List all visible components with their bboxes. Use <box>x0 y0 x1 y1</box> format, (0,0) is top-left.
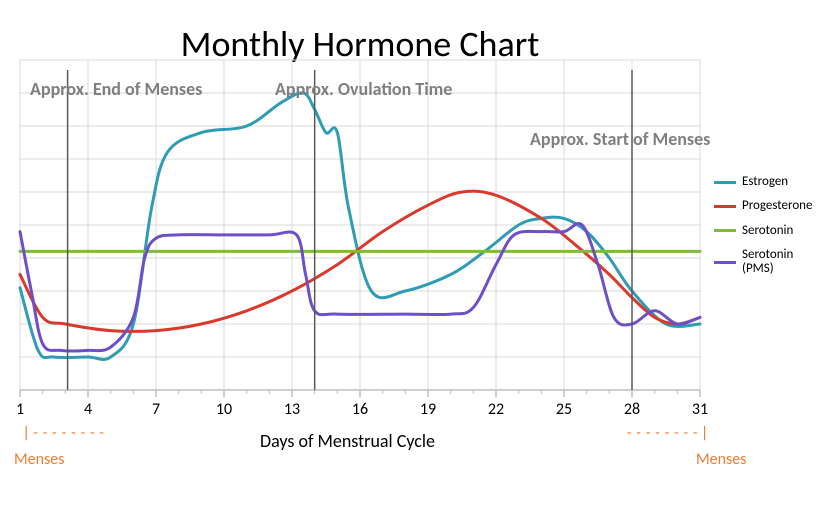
legend-swatch <box>714 229 736 232</box>
menses-label-right: Menses <box>696 450 747 469</box>
menses-dash-right: --------| <box>625 425 710 441</box>
x-tick-13: 13 <box>284 400 300 419</box>
x-tick-7: 7 <box>152 400 160 419</box>
legend-swatch <box>714 261 736 264</box>
legend-label: Estrogen <box>742 175 788 189</box>
x-tick-28: 28 <box>624 400 640 419</box>
menses-label-left: Menses <box>14 450 65 469</box>
legend-item-progesterone: Progesterone <box>714 199 812 213</box>
x-tick-16: 16 <box>352 400 368 419</box>
legend-swatch <box>714 205 736 208</box>
x-tick-22: 22 <box>488 400 504 419</box>
x-tick-25: 25 <box>556 400 572 419</box>
legend-item-estrogen: Estrogen <box>714 175 812 189</box>
legend-label: Serotonin <box>742 224 793 238</box>
chart-legend: Estrogen Progesterone Serotonin Serotonin (… <box>714 175 812 286</box>
hormone-chart: Monthly Hormone Chart EstrogenProgestero… <box>0 0 820 512</box>
x-tick-31: 31 <box>692 400 708 419</box>
legend-item-serotonin-pms-: Serotonin (PMS) <box>714 248 812 277</box>
annotation-2: Approx. Start of Menses <box>530 128 710 150</box>
legend-swatch <box>714 181 736 184</box>
x-tick-1: 1 <box>16 400 24 419</box>
x-tick-10: 10 <box>216 400 232 419</box>
x-tick-19: 19 <box>420 400 436 419</box>
legend-label: Progesterone <box>742 199 812 213</box>
x-tick-4: 4 <box>84 400 92 419</box>
annotation-0: Approx. End of Menses <box>30 78 202 100</box>
menses-dash-left: |-------- <box>22 425 107 441</box>
x-axis-label: Days of Menstrual Cycle <box>260 430 435 452</box>
annotation-1: Approx. Ovulation Time <box>275 78 452 100</box>
legend-label: Serotonin (PMS) <box>742 248 812 277</box>
legend-item-serotonin: Serotonin <box>714 224 812 238</box>
